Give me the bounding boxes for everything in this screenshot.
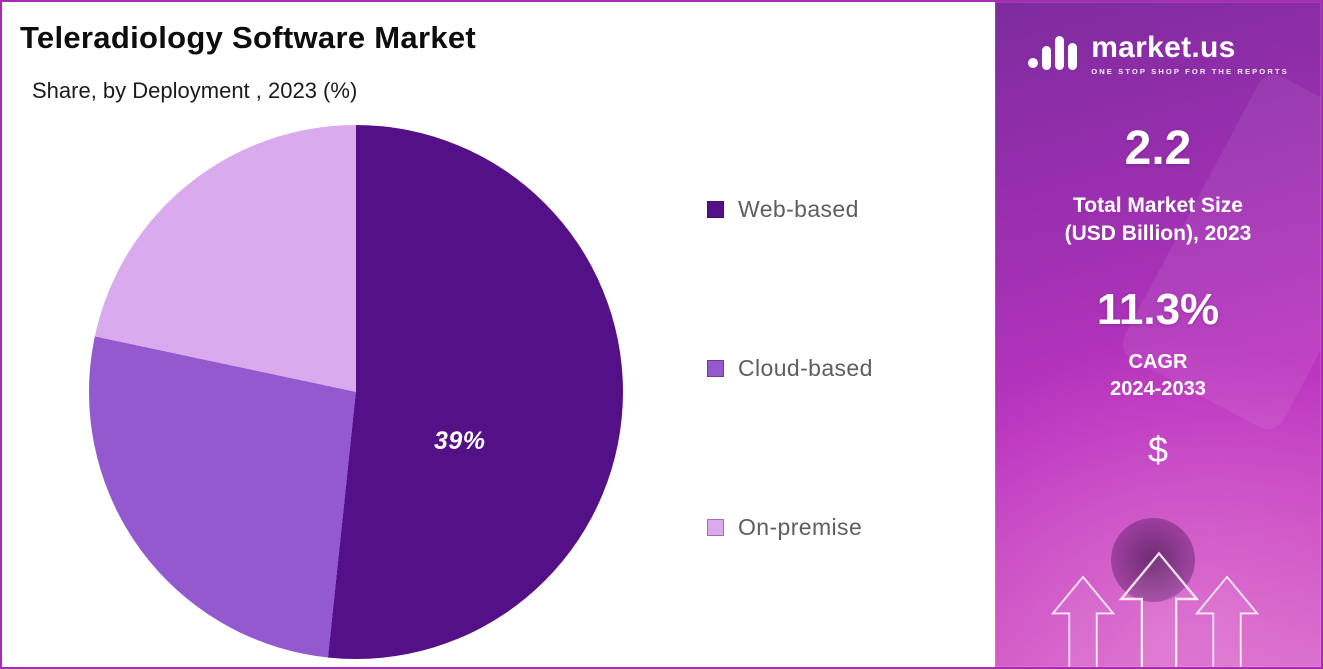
legend-label-on-premise: On-premise <box>738 514 863 540</box>
pie-slice-data-label: 39% <box>434 427 486 455</box>
brand: market.us ONE STOP SHOP FOR THE REPORTS <box>1027 30 1289 79</box>
legend-label-cloud-based: Cloud-based <box>738 355 873 381</box>
legend-swatch-on-premise <box>707 519 724 536</box>
pie-chart: 39% <box>89 125 623 659</box>
legend-label-web-based: Web-based <box>738 196 859 222</box>
sidebar: market.us ONE STOP SHOP FOR THE REPORTS … <box>995 2 1321 667</box>
brand-text: market.us ONE STOP SHOP FOR THE REPORTS <box>1091 31 1289 77</box>
market-size-label-line2: (USD Billion), 2023 <box>1064 222 1252 246</box>
up-arrow-icon <box>1195 575 1259 667</box>
chart-area: Teleradiology Software Market Share, by … <box>2 2 991 667</box>
cagr-label-line2: 2024-2033 <box>1110 377 1206 400</box>
legend-swatch-web-based <box>707 201 724 218</box>
legend-item-web-based: Web-based <box>707 196 873 223</box>
brand-name: market.us <box>1091 31 1236 64</box>
legend-item-cloud-based: Cloud-based <box>707 355 873 382</box>
chart-subtitle: Share, by Deployment , 2023 (%) <box>32 78 358 103</box>
cagr-value: 11.3% <box>1096 284 1220 334</box>
market-size-value: 2.2 <box>1124 122 1192 175</box>
chart-title: Teleradiology Software Market <box>20 20 477 55</box>
market-size-label: Total Market Size (USD Billion), 2023 <box>1065 192 1252 249</box>
market-size-label-line1: Total Market Size <box>1072 194 1243 217</box>
coffee-cup-photo-shape <box>1111 518 1195 602</box>
legend-item-on-premise: On-premise <box>707 514 873 541</box>
dollar-sign-icon: $ <box>1147 428 1169 470</box>
brand-tagline: ONE STOP SHOP FOR THE REPORTS <box>1091 67 1289 76</box>
legend: Web-based Cloud-based On-premise <box>707 196 873 541</box>
cagr-label-line1: CAGR <box>1128 350 1188 373</box>
cagr-label: CAGR 2024-2033 <box>1110 349 1206 403</box>
legend-swatch-cloud-based <box>707 360 724 377</box>
up-arrow-icon <box>1051 575 1115 667</box>
market-us-logo-icon <box>1027 30 1081 79</box>
